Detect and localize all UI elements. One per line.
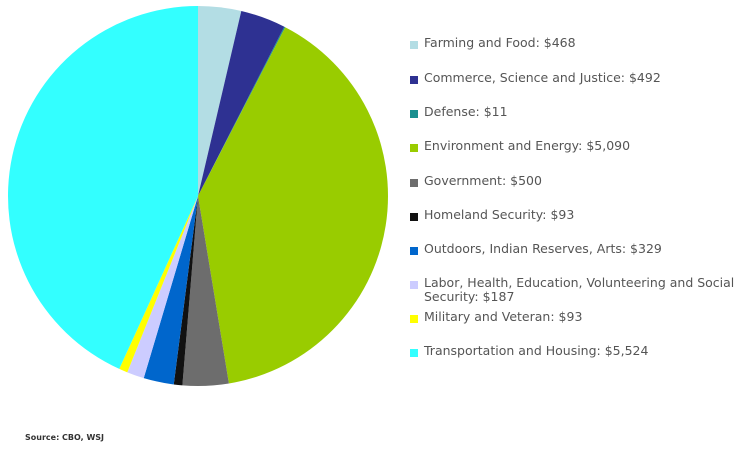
legend-label: Defense: $11 [424,104,508,119]
pie-slice-5 [173,196,198,386]
pie-slice-7 [127,196,198,379]
pie-slice-8 [119,196,198,373]
legend-item: Commerce, Science and Justice: $492 [410,71,744,85]
pie-slice-4 [182,196,229,386]
legend-item: Environment and Energy: $5,090 [410,139,744,153]
legend-swatch [410,213,418,221]
legend-swatch [410,247,418,255]
legend-item: Military and Veteran: $93 [410,310,744,324]
pie-chart [7,6,389,386]
pie-slice-2 [198,26,286,196]
legend-label: Outdoors, Indian Reserves, Arts: $329 [424,241,662,256]
legend-label: Transportation and Housing: $5,524 [424,343,649,358]
legend-swatch [410,315,418,323]
legend-label: Labor, Health, Education, Volunteering a… [424,275,735,304]
pie-slice-3 [198,27,389,384]
legend-item: Outdoors, Indian Reserves, Arts: $329 [410,242,744,256]
legend-label: Environment and Energy: $5,090 [424,138,631,153]
legend-label: Commerce, Science and Justice: $492 [424,70,661,85]
legend-label: Military and Veteran: $93 [424,309,583,324]
pie-slice-1 [198,11,285,197]
legend-item: Transportation and Housing: $5,524 [410,344,744,358]
legend-label: Homeland Security: $93 [424,207,575,222]
legend-swatch [410,110,418,118]
legend-swatch [410,349,418,357]
legend-item: Labor, Health, Education, Volunteering a… [410,276,744,304]
pie-slice-6 [143,196,198,385]
legend-item: Defense: $11 [410,105,744,119]
pie-slice-9 [7,6,198,369]
legend-swatch [410,144,418,152]
legend-item: Farming and Food: $468 [410,36,744,50]
legend-swatch [410,281,418,289]
legend-swatch [410,76,418,84]
legend-swatch [410,179,418,187]
legend-item: Homeland Security: $93 [410,208,744,222]
legend-label: Government: $500 [424,173,542,188]
pie-slice-0 [198,6,242,196]
source-note: Source: CBO, WSJ [25,433,105,442]
legend-swatch [410,41,418,49]
legend-item: Government: $500 [410,174,744,188]
legend-label: Farming and Food: $468 [424,35,576,50]
